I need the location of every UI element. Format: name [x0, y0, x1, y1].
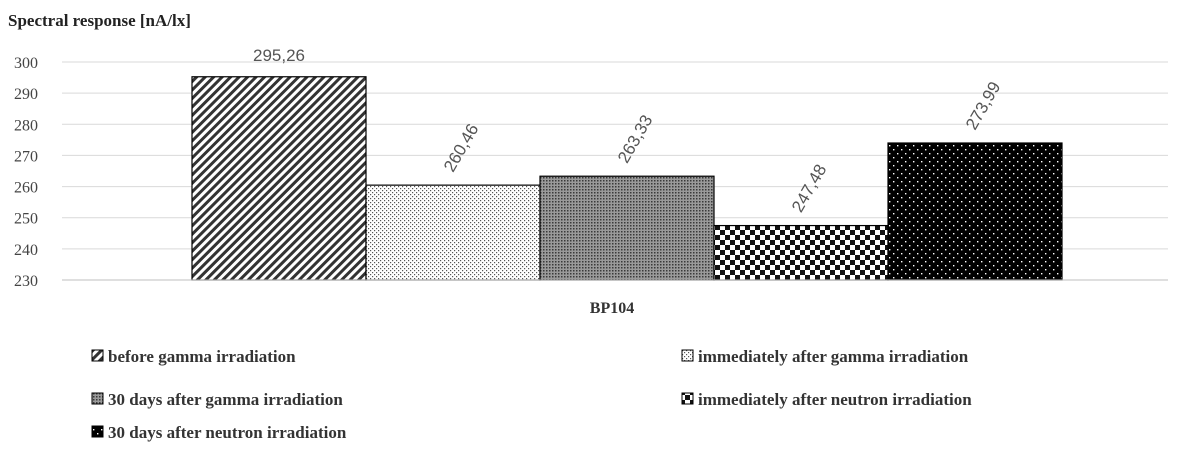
- legend: before gamma irradiation immediately afte…: [91, 347, 972, 442]
- legend-swatch-2: [681, 349, 694, 362]
- legend-label-1: before gamma irradiation: [108, 347, 296, 366]
- y-tick-label: 270: [14, 148, 38, 165]
- legend-swatch-4: [681, 392, 694, 405]
- data-label-5: 273,99: [962, 78, 1004, 133]
- legend-label-4: immediately after neutron irradiation: [698, 390, 972, 409]
- bar-3: [539, 175, 715, 281]
- data-label-2: 260,46: [440, 121, 482, 176]
- bar-4: [713, 224, 889, 281]
- y-tick-label: 280: [14, 117, 38, 134]
- data-label-1: 295,26: [253, 46, 305, 65]
- y-tick-label: 230: [14, 273, 38, 290]
- y-tick-label: 300: [14, 55, 38, 72]
- y-tick-label: 290: [14, 86, 38, 103]
- y-tick-label: 250: [14, 211, 38, 228]
- y-axis-title: Spectral response [nA/lx]: [8, 11, 191, 30]
- legend-swatch-3: [91, 392, 104, 405]
- bar-5: [887, 142, 1063, 281]
- y-axis-tick-labels: 230 240 250 260 270 280 290 300: [14, 55, 38, 290]
- data-label-3: 263,33: [614, 112, 656, 167]
- bar-1: [191, 76, 367, 281]
- bars: [191, 76, 1063, 281]
- x-category-label: BP104: [590, 300, 634, 317]
- data-label-4: 247,48: [788, 161, 830, 216]
- bar-2: [365, 184, 541, 281]
- legend-label-2: immediately after gamma irradiation: [698, 347, 969, 366]
- legend-swatch-5: [91, 425, 104, 438]
- y-tick-label: 240: [14, 242, 38, 259]
- legend-label-3: 30 days after gamma irradiation: [108, 390, 343, 409]
- y-tick-label: 260: [14, 180, 38, 197]
- legend-swatch-1: [91, 349, 104, 362]
- legend-label-5: 30 days after neutron irradiation: [108, 423, 347, 442]
